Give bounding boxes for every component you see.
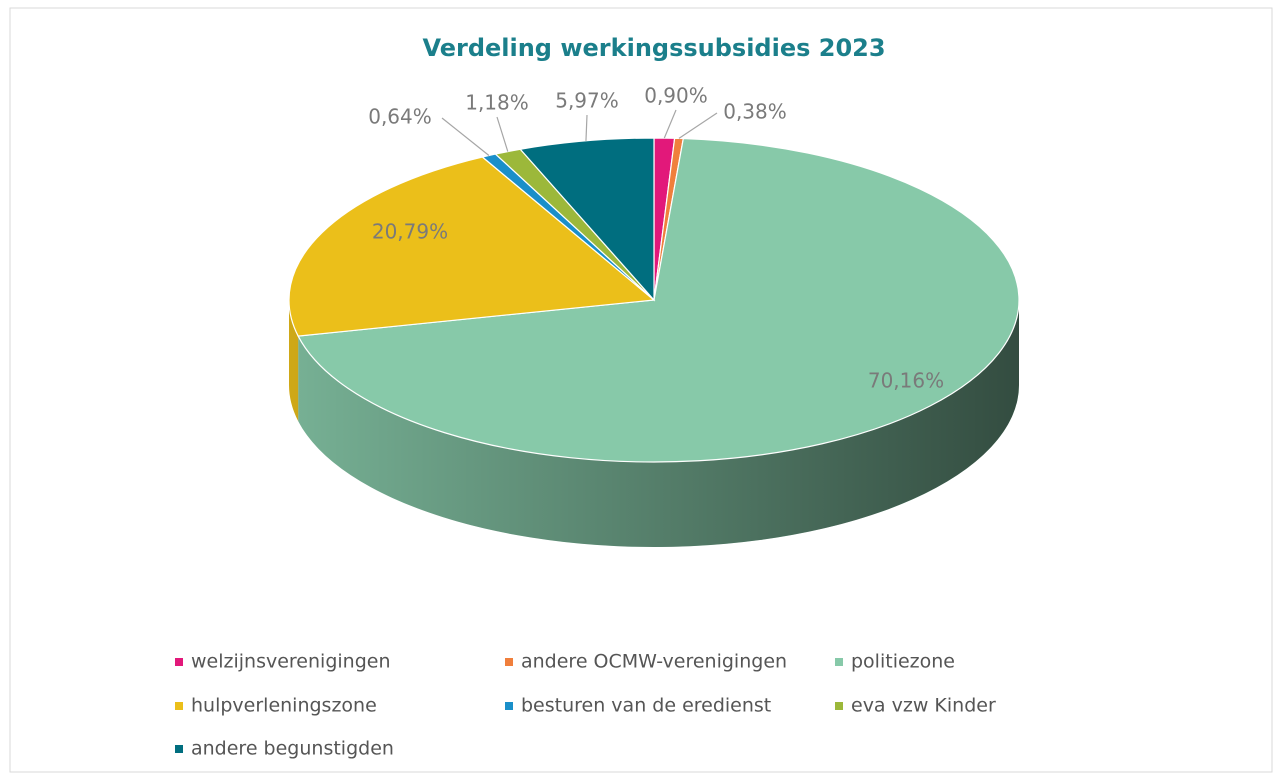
data-label: 0,38% (723, 100, 787, 124)
leader-line (496, 116, 509, 152)
legend-label: welzijnsverenigingen (191, 651, 391, 673)
leader-line (585, 114, 588, 141)
pie-slice (288, 156, 656, 337)
leader-line (441, 117, 490, 156)
leader-line (663, 109, 677, 139)
chart-title: Verdeling werkingssubsidies 2023 (422, 34, 885, 62)
legend-swatch (505, 702, 513, 710)
legend-swatch (835, 702, 843, 710)
legend-label: besturen van de eredienst (521, 695, 771, 717)
data-label: 20,79% (372, 220, 448, 244)
leader-line (678, 112, 718, 139)
data-label: 70,16% (868, 369, 944, 393)
legend-swatch (835, 658, 843, 666)
legend-label: andere OCMW-verenigingen (521, 651, 787, 673)
pie-slice (519, 137, 655, 302)
data-label: 1,18% (465, 91, 529, 115)
legend-swatch (175, 658, 183, 666)
legend-label: hulpverleningszone (191, 695, 377, 717)
side-shade (289, 300, 1019, 547)
data-label: 0,90% (644, 84, 708, 108)
data-label: 5,97% (555, 89, 619, 113)
legend-label: andere begunstigden (191, 738, 394, 760)
pie-slice (297, 137, 1020, 463)
legend-swatch (175, 702, 183, 710)
legend-label: eva vzw Kinder (851, 695, 996, 717)
data-label: 0,64% (368, 105, 432, 129)
legend-label: politiezone (851, 651, 955, 673)
legend-swatch (175, 745, 183, 753)
legend-swatch (505, 658, 513, 666)
